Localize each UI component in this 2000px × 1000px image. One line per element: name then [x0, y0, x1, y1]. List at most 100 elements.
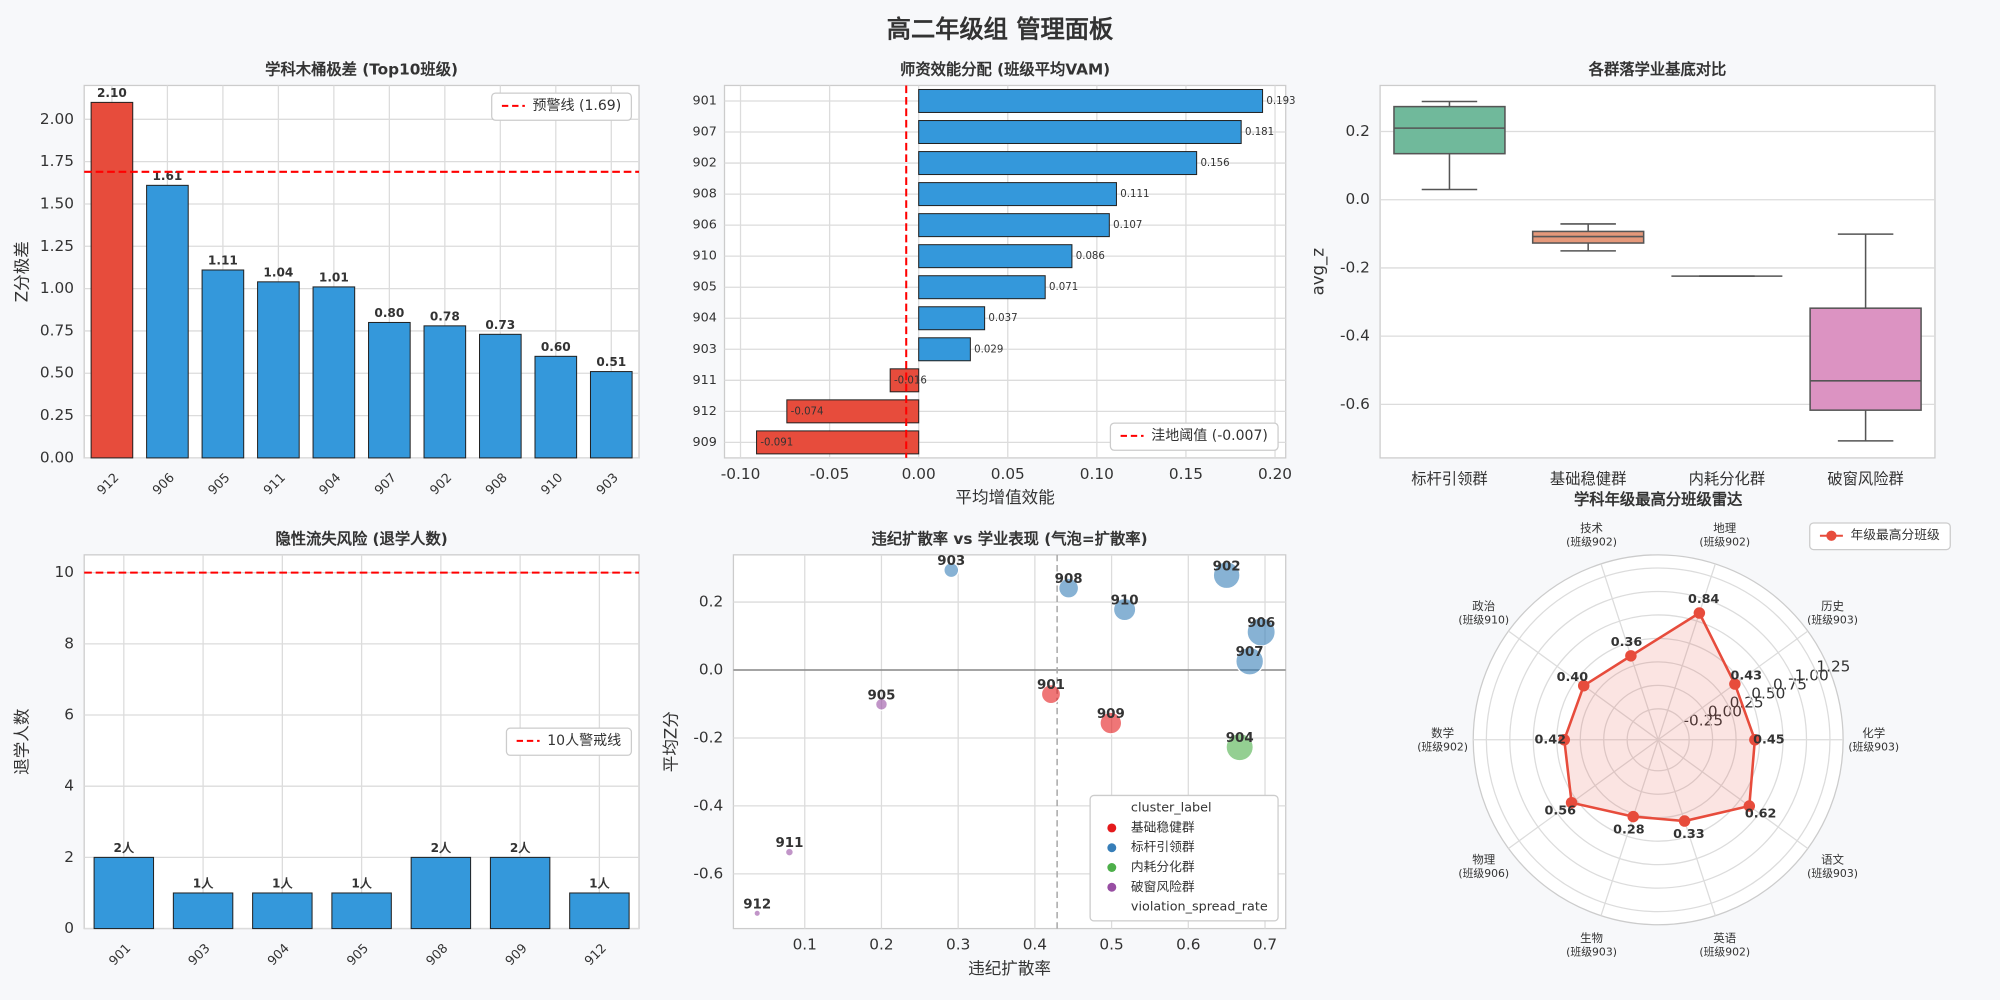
axis-note: (班级903): [1807, 867, 1858, 880]
y-axis-label: 平均Z分: [662, 711, 681, 772]
value-label: 0.071: [1049, 282, 1078, 293]
axis-label: 生物: [1580, 931, 1603, 945]
y-tick-label: -0.2: [1340, 258, 1370, 276]
legend: 洼地阈值 (-0.007): [1109, 422, 1279, 451]
y-tick-label: -0.4: [1340, 327, 1370, 345]
axis-note: (班级902): [1699, 535, 1750, 548]
value-label: 0.086: [1076, 251, 1105, 262]
axis-label: 历史: [1821, 599, 1844, 613]
bubble: [1112, 597, 1137, 622]
bar: [786, 399, 920, 424]
y-axis-label: avg_z: [1308, 248, 1328, 295]
box: [1393, 105, 1506, 155]
legend-label: 内耗分化群: [1131, 859, 1195, 875]
axis-label: 技术: [1580, 521, 1603, 535]
value-label: 0.037: [988, 313, 1017, 324]
point-label: 906: [1247, 616, 1275, 631]
x-tick-label: 0.3: [946, 936, 970, 954]
radar-point: [1743, 800, 1756, 812]
point-label: 902: [1213, 559, 1241, 574]
r-tick-label: -0.25: [1683, 712, 1723, 730]
legend-frame: [505, 727, 633, 756]
value-label: 1.11: [208, 254, 238, 268]
y-tick-label: 0.50: [40, 364, 74, 382]
bubble: [1235, 646, 1265, 676]
y-tick-label: 0.75: [40, 321, 74, 339]
bar: [201, 269, 245, 459]
legend-swatch: [1107, 882, 1117, 892]
r-tick-label: 0.00: [1708, 703, 1742, 721]
bubble: [753, 909, 762, 918]
point-label: 901: [1037, 678, 1065, 693]
axis-note: (班级903): [1807, 614, 1858, 627]
legend-frame: [1809, 522, 1951, 551]
bubble: [784, 847, 794, 857]
bar: [918, 213, 1110, 238]
value-label: 0.156: [1200, 158, 1229, 169]
x-tick-label: -0.05: [810, 465, 850, 483]
y-tick-label: 6: [64, 706, 74, 724]
y-tick-label: 0.2: [1346, 122, 1370, 140]
y-tick-label: 910: [692, 249, 716, 264]
legend: 10人警戒线: [505, 727, 633, 756]
x-tick-label: 901: [106, 941, 134, 969]
x-tick-label: 911: [261, 470, 289, 498]
value-label: -0.091: [760, 437, 793, 448]
bar: [569, 892, 630, 930]
value-label: 0.181: [1245, 127, 1274, 138]
r-tick-label: 0.50: [1751, 685, 1785, 703]
axis-label: 语文: [1821, 853, 1844, 867]
bar: [534, 355, 578, 459]
point-label: 905: [868, 688, 896, 703]
bar: [589, 371, 633, 459]
spoke: [1600, 739, 1659, 916]
y-tick-label: 0.2: [699, 593, 723, 611]
radar-point: [1577, 679, 1590, 692]
point-label: 904: [1226, 731, 1254, 746]
x-tick-label: 910: [538, 470, 566, 498]
y-tick-label: 911: [692, 373, 716, 388]
value-label: 0.51: [596, 355, 626, 369]
bar: [756, 430, 920, 455]
value-label: 2人: [114, 840, 135, 855]
legend: 预警线 (1.69): [491, 92, 633, 121]
y-tick-label: -0.6: [693, 864, 723, 882]
radar-point: [1678, 815, 1691, 827]
x-tick-label: 908: [423, 941, 451, 969]
axis-note: (班级902): [1417, 740, 1468, 753]
r-tick-label: 1.25: [1816, 658, 1850, 676]
point-label: 908: [1055, 572, 1083, 587]
y-tick-label: 912: [692, 404, 716, 419]
value-label: -0.074: [791, 406, 824, 417]
y-tick-label: 0.00: [40, 448, 74, 466]
y-tick-label: -0.4: [693, 796, 723, 814]
chart-title: 违纪扩散率 vs 学业表现 (气泡=扩散率): [872, 530, 1148, 548]
value-label: 0.60: [541, 340, 571, 354]
chart-title: 各群落学业基底对比: [1588, 61, 1727, 79]
bubble: [943, 562, 960, 579]
radar-point: [1729, 678, 1741, 690]
spoke: [1657, 739, 1716, 916]
x-axis-label: 违纪扩散率: [968, 959, 1051, 978]
axis-label: 地理: [1713, 521, 1736, 535]
x-tick-label: 904: [265, 941, 293, 969]
y-tick-label: 1.75: [40, 152, 74, 170]
bar: [918, 151, 1198, 176]
axis-note: (班级902): [1566, 535, 1617, 548]
bar: [410, 856, 472, 930]
r-tick-label: 1.00: [1795, 667, 1829, 685]
x-tick-label: 907: [372, 470, 400, 498]
bar: [479, 333, 522, 459]
y-tick-label: -0.6: [1340, 395, 1370, 413]
y-tick-label: 0.0: [699, 661, 723, 679]
x-tick-label: 0.00: [902, 465, 936, 483]
bar: [918, 88, 1264, 113]
y-tick-label: 1.50: [40, 194, 74, 212]
x-tick-label: 912: [95, 470, 123, 498]
x-tick-label: 0.4: [1023, 936, 1047, 954]
plot-area: [723, 84, 1287, 459]
legend-swatch: [1107, 843, 1117, 853]
point-label: 909: [1097, 707, 1125, 722]
